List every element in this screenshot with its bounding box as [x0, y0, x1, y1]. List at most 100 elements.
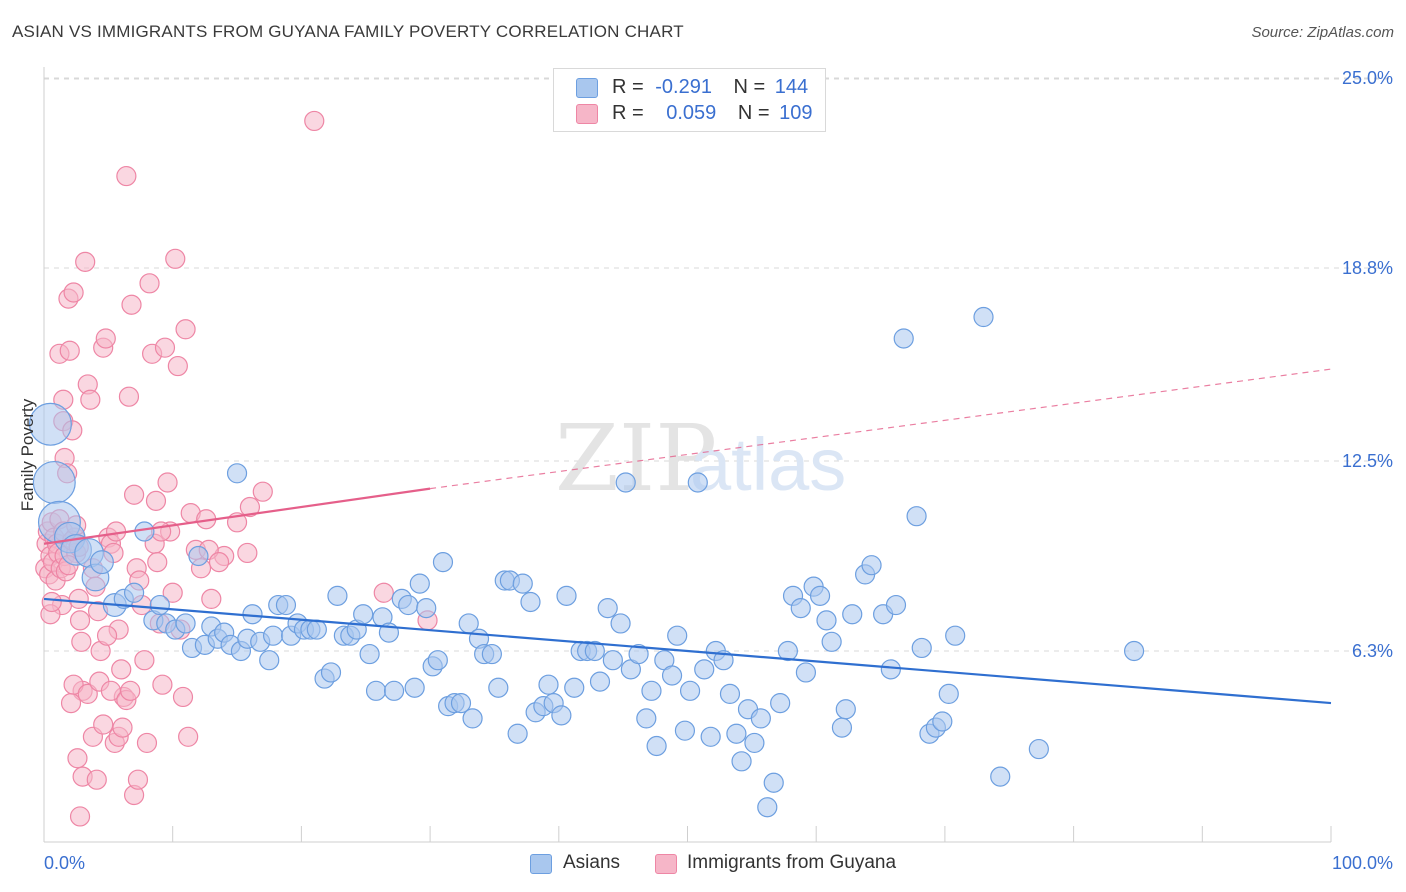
- data-point-asians: [175, 613, 196, 634]
- data-point-asians: [398, 594, 419, 616]
- data-point-asians: [226, 463, 248, 484]
- data-point-asians: [731, 751, 752, 772]
- data-point-asians: [275, 594, 297, 616]
- data-point-guyana: [75, 251, 96, 272]
- data-point-asians: [641, 680, 662, 701]
- data-point-asians: [564, 677, 585, 698]
- data-point-guyana: [162, 582, 183, 603]
- data-point-guyana: [237, 542, 258, 564]
- data-point-asians: [383, 680, 405, 701]
- data-point-guyana: [123, 484, 145, 505]
- data-point-guyana: [63, 282, 84, 303]
- data-point-asians: [990, 766, 1011, 787]
- data-point-asians: [1123, 640, 1145, 662]
- y-tick-label: 25.0%: [1342, 68, 1393, 88]
- data-point-asians: [488, 677, 509, 698]
- data-point-asians: [538, 674, 559, 695]
- data-point-guyana: [68, 588, 89, 610]
- data-point-asians: [861, 555, 882, 576]
- watermark-zip: ZIP: [555, 405, 717, 512]
- data-point-asians: [416, 598, 437, 619]
- data-point-asians: [28, 402, 72, 446]
- data-point-guyana: [178, 726, 199, 747]
- data-point-asians: [679, 680, 701, 701]
- data-point-asians: [880, 659, 901, 680]
- data-point-asians: [365, 680, 387, 701]
- trend-line-guyana-solid: [43, 487, 431, 545]
- data-point-asians: [932, 711, 953, 732]
- data-point-asians: [938, 683, 959, 704]
- x-tick-label-max: 100.0%: [1332, 853, 1393, 873]
- data-point-guyana: [175, 319, 196, 340]
- data-point-guyana: [41, 591, 62, 613]
- data-point-guyana: [59, 340, 80, 361]
- data-point-asians: [551, 705, 572, 726]
- data-point-guyana: [127, 769, 149, 790]
- data-point-asians: [646, 735, 667, 757]
- data-point-guyana: [145, 490, 167, 511]
- gridlines: [44, 77, 1393, 652]
- data-point-asians: [149, 594, 170, 616]
- data-point-asians: [259, 650, 280, 671]
- data-point-asians: [842, 604, 863, 625]
- data-point-asians: [719, 683, 741, 704]
- data-point-guyana: [201, 588, 222, 610]
- data-point-asians: [816, 610, 837, 631]
- legend-n-value: 109: [779, 102, 813, 124]
- y-tick-labels: 6.3% 12.5% 18.8% 25.0%: [1342, 68, 1393, 661]
- data-point-guyana: [67, 748, 88, 769]
- data-point-guyana: [93, 714, 114, 735]
- data-point-asians: [427, 650, 448, 671]
- data-point-asians: [763, 772, 784, 793]
- data-point-guyana: [139, 273, 160, 294]
- data-point-guyana: [111, 659, 132, 680]
- data-point-asians: [597, 598, 618, 619]
- data-point-asians: [713, 650, 734, 671]
- data-point-asians: [750, 708, 771, 729]
- data-point-asians: [462, 708, 483, 729]
- trend-line-asians: [43, 597, 1332, 705]
- data-point-asians: [726, 723, 747, 744]
- y-tick-label: 6.3%: [1352, 641, 1393, 661]
- data-point-asians: [262, 625, 284, 646]
- data-point-asians: [1028, 738, 1049, 760]
- data-point-guyana: [63, 674, 84, 695]
- data-point-asians: [432, 552, 454, 573]
- data-point-asians: [602, 650, 623, 671]
- legend-n-label: N =: [737, 102, 770, 124]
- data-point-guyana: [120, 680, 141, 701]
- data-point-guyana: [239, 496, 261, 518]
- data-point-asians: [757, 797, 778, 818]
- data-point-asians: [911, 637, 932, 659]
- data-point-asians: [906, 506, 927, 527]
- axes: [43, 67, 1332, 843]
- data-point-asians: [450, 692, 472, 714]
- data-point-guyana: [147, 552, 168, 573]
- legend-n-label: N =: [733, 76, 766, 98]
- data-point-asians: [770, 692, 791, 714]
- data-point-asians: [636, 708, 657, 729]
- data-point-asians: [885, 594, 907, 616]
- data-point-asians: [320, 662, 342, 683]
- data-point-asians: [512, 573, 533, 594]
- data-point-asians: [687, 472, 708, 493]
- data-point-guyana: [80, 389, 101, 410]
- data-point-asians: [835, 699, 856, 720]
- data-point-guyana: [71, 631, 92, 652]
- data-point-asians: [777, 640, 798, 662]
- data-point-asians: [89, 550, 114, 575]
- data-point-guyana: [167, 355, 188, 377]
- data-point-asians: [821, 631, 842, 652]
- data-point-asians: [809, 585, 831, 606]
- data-point-asians: [945, 625, 966, 646]
- legend-swatch-pink: [655, 854, 677, 874]
- data-point-guyana: [208, 552, 230, 573]
- legend-r-value: 0.059: [666, 102, 717, 124]
- legend-label-asians: Asians: [563, 852, 621, 873]
- data-point-asians: [973, 306, 994, 328]
- data-point-asians: [123, 582, 145, 603]
- data-point-guyana: [152, 674, 173, 695]
- legend-n-value: 144: [774, 76, 809, 98]
- legend-swatch-blue: [576, 78, 598, 98]
